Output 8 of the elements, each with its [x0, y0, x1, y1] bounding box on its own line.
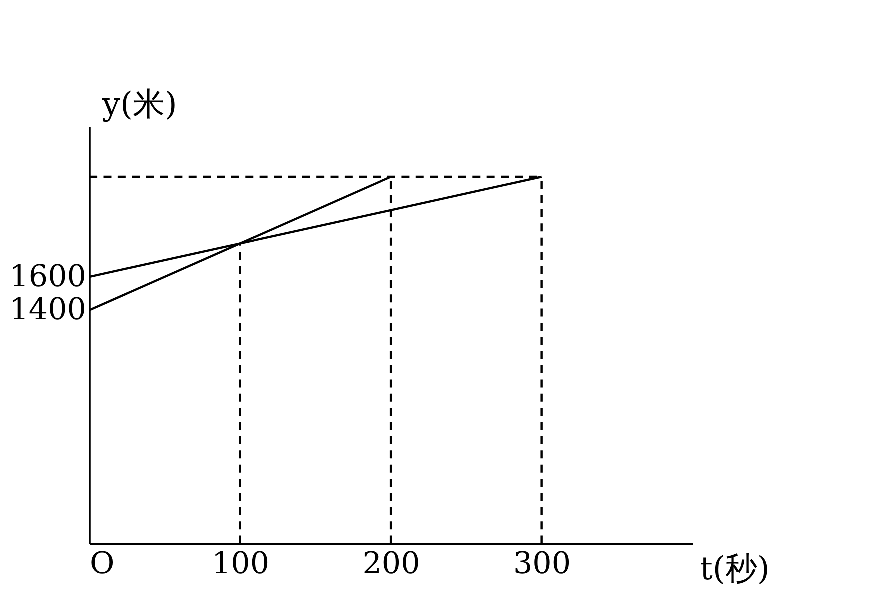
x-tick-label: O — [90, 546, 115, 582]
x-axis-title: t(秒) — [700, 550, 770, 588]
y-tick-label: 1600 — [10, 259, 86, 294]
y-tick-label: 1400 — [10, 292, 86, 328]
x-tick-label: 200 — [362, 546, 420, 582]
x-tick-label: 100 — [212, 546, 270, 582]
y-axis-title: y(米) — [101, 85, 178, 124]
x-tick-label: 300 — [513, 546, 572, 582]
